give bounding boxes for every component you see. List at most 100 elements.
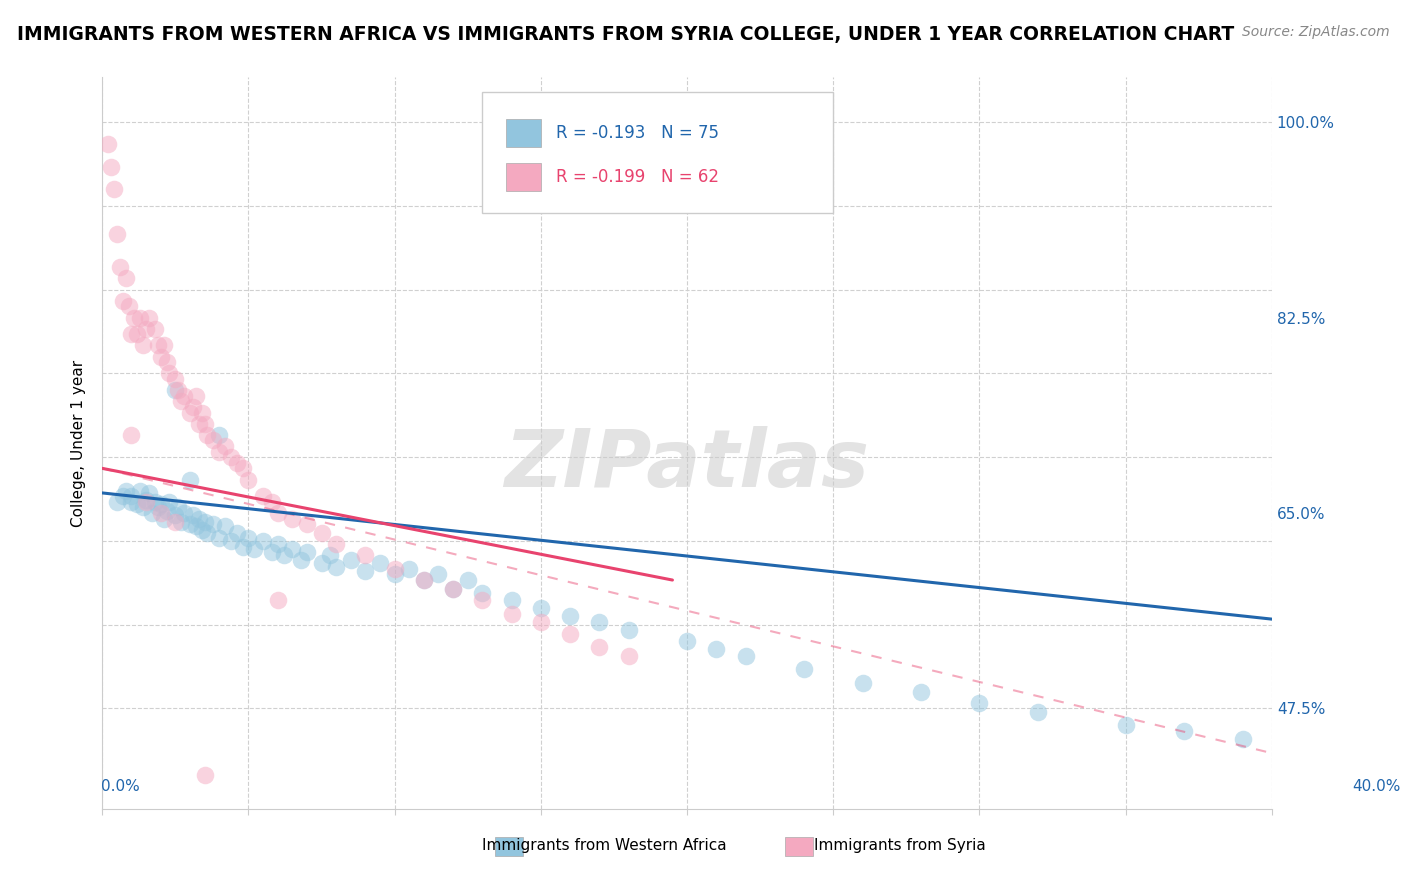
Point bbox=[368, 556, 391, 570]
Point bbox=[238, 473, 260, 487]
Point bbox=[132, 338, 155, 352]
Text: ZIPatlas: ZIPatlas bbox=[505, 426, 869, 504]
Point bbox=[100, 160, 122, 174]
Point bbox=[152, 511, 174, 525]
Point bbox=[129, 310, 152, 325]
Point bbox=[170, 515, 193, 529]
Point bbox=[588, 615, 610, 630]
Point bbox=[441, 582, 464, 596]
Point bbox=[127, 497, 149, 511]
Point bbox=[179, 405, 201, 419]
Point bbox=[295, 517, 318, 532]
Point bbox=[441, 582, 464, 596]
Point bbox=[208, 531, 231, 545]
Point bbox=[103, 182, 125, 196]
Point bbox=[471, 586, 494, 600]
Point bbox=[111, 293, 134, 308]
Point bbox=[187, 417, 209, 431]
Point bbox=[1173, 723, 1195, 738]
Point bbox=[159, 367, 181, 381]
Point bbox=[135, 322, 157, 336]
Point bbox=[165, 383, 187, 397]
Point bbox=[354, 564, 377, 578]
Point bbox=[354, 549, 377, 563]
Point bbox=[471, 593, 494, 607]
Point bbox=[127, 327, 149, 342]
Point bbox=[149, 350, 172, 364]
Point bbox=[143, 495, 166, 509]
Point bbox=[260, 545, 283, 559]
Point bbox=[260, 495, 283, 509]
Point bbox=[165, 372, 187, 386]
Point bbox=[704, 642, 727, 657]
Point bbox=[384, 567, 406, 582]
Point bbox=[851, 675, 873, 690]
Point bbox=[138, 310, 160, 325]
Point bbox=[146, 338, 169, 352]
Point bbox=[120, 495, 142, 509]
Point bbox=[339, 553, 361, 567]
Point bbox=[184, 389, 207, 403]
Point bbox=[617, 624, 640, 638]
Point bbox=[155, 355, 177, 369]
Point bbox=[165, 515, 187, 529]
Point bbox=[193, 417, 215, 431]
Point bbox=[173, 389, 195, 403]
Point bbox=[173, 506, 195, 520]
Point bbox=[457, 573, 479, 587]
Point bbox=[412, 573, 434, 587]
Point bbox=[238, 531, 260, 545]
Point bbox=[295, 545, 318, 559]
Point bbox=[252, 533, 274, 548]
Point bbox=[232, 461, 254, 475]
Point bbox=[149, 506, 172, 520]
Point bbox=[793, 662, 815, 676]
Point bbox=[219, 533, 242, 548]
Text: 0.0%: 0.0% bbox=[101, 780, 141, 794]
Point bbox=[208, 444, 231, 458]
Text: IMMIGRANTS FROM WESTERN AFRICA VS IMMIGRANTS FROM SYRIA COLLEGE, UNDER 1 YEAR CO: IMMIGRANTS FROM WESTERN AFRICA VS IMMIGR… bbox=[17, 25, 1234, 44]
Point bbox=[311, 526, 333, 541]
Point bbox=[152, 338, 174, 352]
Text: 40.0%: 40.0% bbox=[1353, 780, 1400, 794]
Point bbox=[734, 648, 756, 663]
Point bbox=[266, 537, 288, 551]
Point bbox=[281, 511, 304, 525]
Point bbox=[910, 684, 932, 698]
Point bbox=[184, 519, 207, 533]
Point bbox=[197, 526, 219, 541]
Point bbox=[225, 526, 247, 541]
Point bbox=[114, 271, 136, 285]
Point bbox=[108, 260, 131, 275]
Point bbox=[143, 322, 166, 336]
Point bbox=[167, 383, 190, 397]
Point bbox=[149, 497, 172, 511]
Y-axis label: College, Under 1 year: College, Under 1 year bbox=[72, 359, 86, 527]
Point bbox=[105, 495, 128, 509]
Point bbox=[273, 549, 295, 563]
Point bbox=[167, 500, 190, 515]
Point bbox=[558, 626, 581, 640]
Point bbox=[120, 327, 142, 342]
Point bbox=[146, 500, 169, 515]
Point bbox=[427, 567, 450, 582]
Point bbox=[111, 489, 134, 503]
Text: Source: ZipAtlas.com: Source: ZipAtlas.com bbox=[1241, 25, 1389, 39]
Point bbox=[319, 549, 342, 563]
Point bbox=[202, 517, 225, 532]
Point bbox=[530, 615, 553, 630]
FancyBboxPatch shape bbox=[482, 92, 834, 213]
Point bbox=[129, 483, 152, 498]
Point bbox=[190, 405, 212, 419]
Point bbox=[135, 495, 157, 509]
Point bbox=[558, 608, 581, 623]
Point bbox=[290, 553, 312, 567]
Point bbox=[120, 427, 142, 442]
Text: R = -0.199   N = 62: R = -0.199 N = 62 bbox=[555, 168, 718, 186]
Point bbox=[325, 537, 347, 551]
Point bbox=[114, 483, 136, 498]
Point bbox=[266, 506, 288, 520]
Text: Immigrants from Syria: Immigrants from Syria bbox=[814, 838, 986, 853]
Point bbox=[179, 517, 201, 532]
Point bbox=[281, 541, 304, 556]
